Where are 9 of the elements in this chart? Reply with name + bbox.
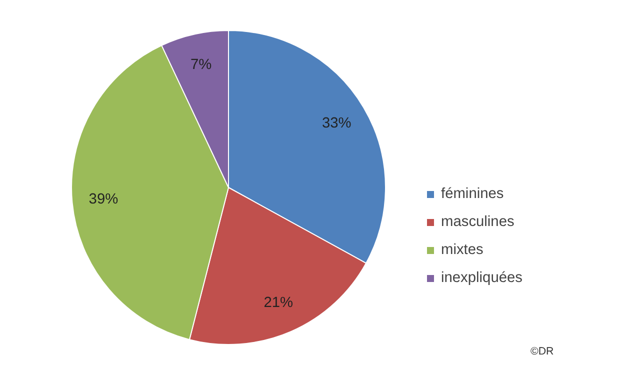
legend-label: féminines [441, 186, 504, 202]
data-label: 33% [322, 116, 352, 132]
legend-label: mixtes [441, 242, 484, 258]
legend-label: inexpliquées [441, 270, 522, 286]
data-label: 7% [190, 56, 212, 73]
data-label: 39% [88, 191, 118, 208]
text: ©DR [530, 346, 554, 358]
legend-label: masculines [441, 214, 514, 230]
data-label: 21% [264, 294, 294, 311]
